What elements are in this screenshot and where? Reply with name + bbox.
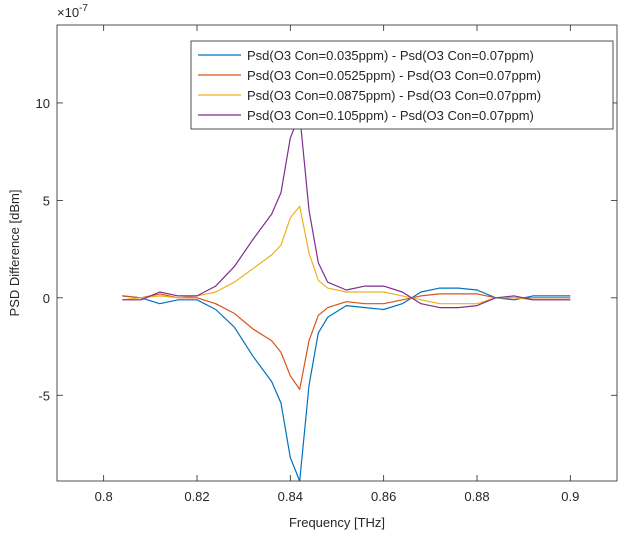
x-tick-label: 0.86 — [371, 489, 396, 504]
y-tick-label: 0 — [43, 291, 50, 306]
y-axis-label: PSD Difference [dBm] — [7, 190, 22, 317]
x-tick-label: 0.88 — [464, 489, 489, 504]
legend-label-1: Psd(O3 Con=0.035ppm) - Psd(O3 Con=0.07pp… — [247, 48, 534, 63]
y-tick-label: 10 — [36, 96, 50, 111]
legend-label-2: Psd(O3 Con=0.0525ppm) - Psd(O3 Con=0.07p… — [247, 68, 541, 83]
legend-label-4: Psd(O3 Con=0.105ppm) - Psd(O3 Con=0.07pp… — [247, 108, 534, 123]
x-tick-label: 0.82 — [184, 489, 209, 504]
x-tick-label: 0.84 — [278, 489, 303, 504]
legend: Psd(O3 Con=0.035ppm) - Psd(O3 Con=0.07pp… — [191, 41, 613, 129]
y-tick-label: 5 — [43, 193, 50, 208]
y-tick-label: -5 — [38, 388, 50, 403]
x-axis-label: Frequency [THz] — [289, 515, 385, 530]
x-tick-label: 0.9 — [561, 489, 579, 504]
x-tick-label: 0.8 — [95, 489, 113, 504]
legend-label-3: Psd(O3 Con=0.0875ppm) - Psd(O3 Con=0.07p… — [247, 88, 541, 103]
